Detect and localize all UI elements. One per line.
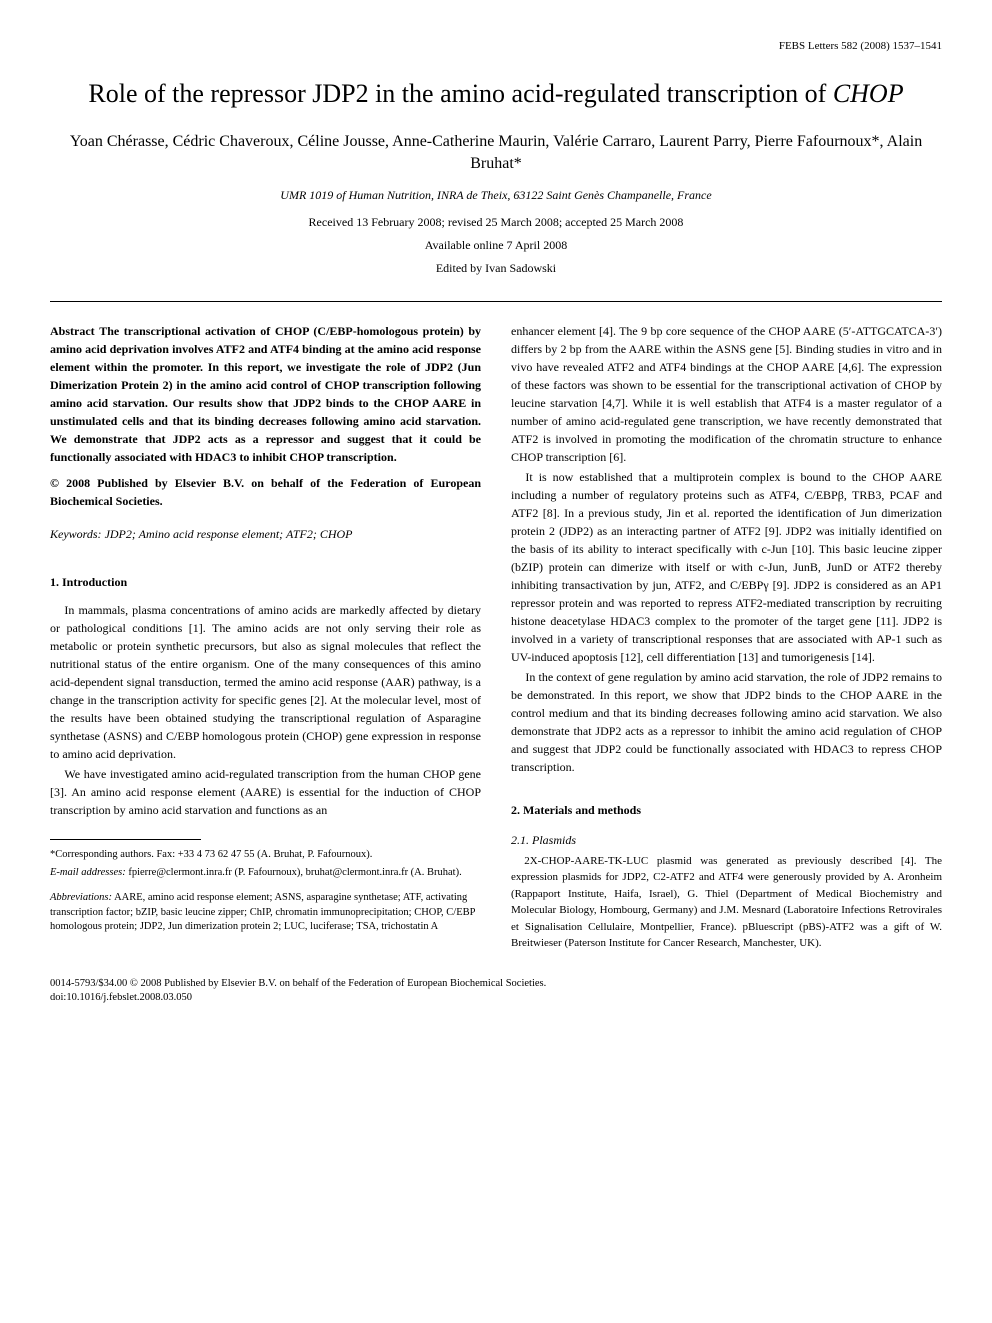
intro-p4: It is now established that a multiprotei… <box>511 468 942 666</box>
affiliation: UMR 1019 of Human Nutrition, INRA de The… <box>50 188 942 203</box>
title-text: Role of the repressor JDP2 in the amino … <box>88 79 832 108</box>
abstract-block: Abstract The transcriptional activation … <box>50 322 481 510</box>
editor-line: Edited by Ivan Sadowski <box>50 261 942 276</box>
journal-header: FEBS Letters 582 (2008) 1537–1541 <box>50 40 942 52</box>
abstract-copyright: © 2008 Published by Elsevier B.V. on beh… <box>50 474 481 510</box>
section-methods-heading: 2. Materials and methods <box>511 801 942 819</box>
email-label: E-mail addresses: <box>50 867 126 878</box>
footer-doi: doi:10.1016/j.febslet.2008.03.050 <box>50 991 942 1006</box>
footnote-divider <box>50 839 201 840</box>
body-columns: Abstract The transcriptional activation … <box>50 322 942 952</box>
keywords-label: Keywords: <box>50 527 102 541</box>
intro-p2: We have investigated amino acid-regulate… <box>50 765 481 819</box>
footer-copyright: 0014-5793/$34.00 © 2008 Published by Els… <box>50 977 942 992</box>
keywords-block: Keywords: JDP2; Amino acid response elem… <box>50 525 481 543</box>
available-date: Available online 7 April 2008 <box>50 238 942 253</box>
abbrev-text: AARE, amino acid response element; ASNS,… <box>50 892 475 932</box>
footer: 0014-5793/$34.00 © 2008 Published by Els… <box>50 977 942 1006</box>
intro-p5: In the context of gene regulation by ami… <box>511 668 942 776</box>
email-text: fpierre@clermont.inra.fr (P. Fafournoux)… <box>128 867 461 878</box>
methods-p1: 2X-CHOP-AARE-TK-LUC plasmid was generate… <box>511 853 942 952</box>
intro-p3: enhancer element [4]. The 9 bp core sequ… <box>511 322 942 466</box>
abstract-text: The transcriptional activation of CHOP (… <box>50 324 481 464</box>
title-italic: CHOP <box>833 79 904 108</box>
authors-list: Yoan Chérasse, Cédric Chaveroux, Céline … <box>50 131 942 176</box>
section-intro-heading: 1. Introduction <box>50 573 481 591</box>
abstract-label: Abstract <box>50 324 95 338</box>
article-title: Role of the repressor JDP2 in the amino … <box>50 77 942 111</box>
footnote-emails: E-mail addresses: fpierre@clermont.inra.… <box>50 866 481 881</box>
subsection-plasmids-heading: 2.1. Plasmids <box>511 831 942 849</box>
footnote-abbrev: Abbreviations: AARE, amino acid response… <box>50 891 481 935</box>
intro-p1: In mammals, plasma concentrations of ami… <box>50 601 481 763</box>
header-divider <box>50 301 942 302</box>
received-date: Received 13 February 2008; revised 25 Ma… <box>50 215 942 230</box>
footnote-corresponding: *Corresponding authors. Fax: +33 4 73 62… <box>50 848 481 863</box>
keywords-text: JDP2; Amino acid response element; ATF2;… <box>105 527 353 541</box>
abbrev-label: Abbreviations: <box>50 892 112 903</box>
